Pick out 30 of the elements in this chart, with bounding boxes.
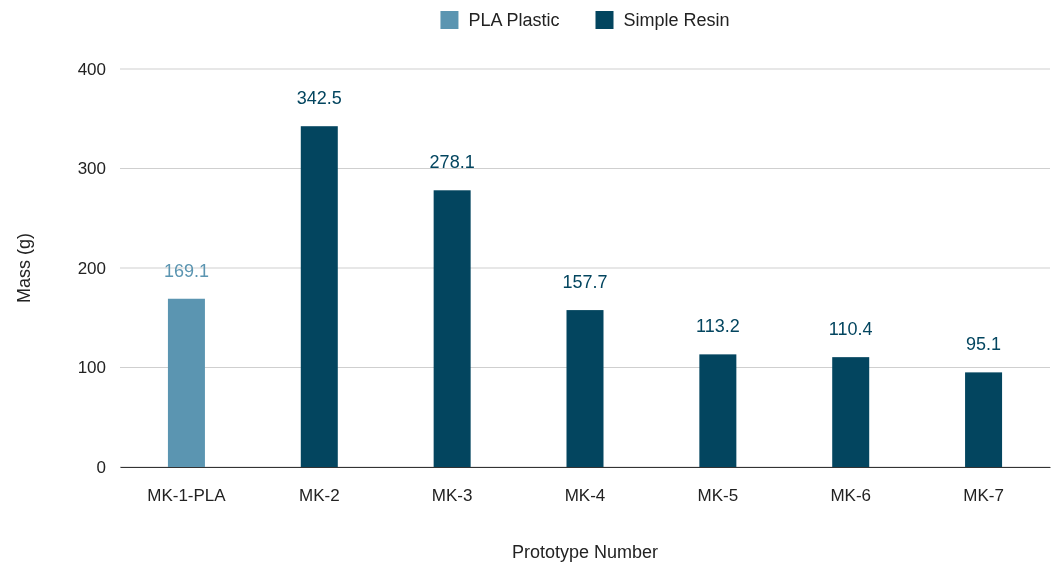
x-tick-label: MK-1-PLA — [147, 486, 227, 506]
y-tick-label: 300 — [77, 159, 106, 179]
bar — [832, 357, 870, 467]
bar — [167, 298, 205, 467]
legend-label: Simple Resin — [623, 10, 730, 30]
x-tick-label: MK-3 — [431, 486, 473, 506]
x-axis-title: Prototype Number — [511, 542, 659, 562]
y-tick-label: 0 — [96, 457, 106, 477]
y-axis-title: Mass (g) — [14, 232, 34, 304]
x-tick-label: MK-7 — [963, 486, 1004, 506]
x-tick-label: MK-2 — [298, 486, 340, 506]
y-tick-label: 400 — [77, 59, 106, 79]
data-label: 113.2 — [696, 316, 740, 337]
data-label: 169.1 — [163, 260, 209, 281]
data-label: 95.1 — [966, 334, 1002, 355]
y-tick-label: 200 — [77, 258, 106, 278]
bar — [433, 190, 471, 467]
data-label: 110.4 — [828, 319, 873, 340]
bar — [699, 354, 737, 467]
data-label: 157.7 — [562, 272, 608, 293]
bar — [300, 126, 338, 467]
y-tick-label: 100 — [77, 358, 106, 378]
x-tick-label: MK-5 — [697, 486, 739, 506]
data-label: 342.5 — [296, 88, 342, 109]
bar — [566, 310, 604, 467]
x-tick-label: MK-6 — [830, 486, 872, 506]
bar — [965, 372, 1003, 467]
data-label: 278.1 — [429, 152, 475, 173]
x-tick-label: MK-4 — [564, 486, 606, 506]
legend-label: PLA Plastic — [468, 10, 560, 30]
